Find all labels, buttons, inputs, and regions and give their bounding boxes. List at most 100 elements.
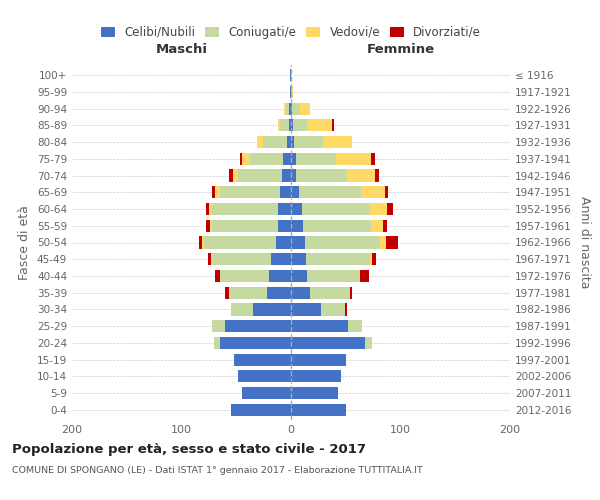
Bar [283,152,291,165]
Bar [215,186,220,198]
Bar [271,253,291,266]
Bar [215,270,220,282]
Text: Popolazione per età, sesso e stato civile - 2017: Popolazione per età, sesso e stato civil… [12,442,366,456]
Bar [290,86,291,98]
Bar [323,136,352,148]
Bar [383,220,388,232]
Bar [296,170,347,181]
Bar [350,286,352,299]
Text: Maschi: Maschi [155,43,208,56]
Bar [344,304,347,316]
Bar [242,387,291,399]
Bar [320,304,344,316]
Bar [257,136,263,148]
Bar [291,236,305,248]
Bar [291,404,346,416]
Bar [212,220,278,232]
Bar [291,203,302,215]
Bar [239,152,242,165]
Bar [376,170,379,181]
Bar [211,253,271,266]
Bar [290,69,291,81]
Bar [233,170,238,181]
Bar [300,102,310,115]
Bar [234,354,291,366]
Bar [220,337,291,349]
Bar [278,120,280,132]
Bar [371,152,376,165]
Bar [263,136,287,148]
Bar [238,170,282,181]
Bar [291,320,348,332]
Bar [226,286,229,299]
Bar [291,86,292,98]
Bar [307,253,370,266]
Legend: Celibi/Nubili, Coniugati/e, Vedovi/e, Divorziati/e: Celibi/Nubili, Coniugati/e, Vedovi/e, Di… [96,21,486,44]
Bar [253,304,291,316]
Bar [380,236,386,248]
Bar [267,286,291,299]
Bar [284,102,286,115]
Bar [202,236,205,248]
Bar [206,203,209,215]
Bar [294,136,323,148]
Bar [307,270,360,282]
Bar [360,270,369,282]
Bar [291,170,296,181]
Bar [287,136,291,148]
Bar [238,370,291,382]
Bar [275,236,291,248]
Bar [220,270,269,282]
Bar [242,152,250,165]
Y-axis label: Anni di nascita: Anni di nascita [578,196,591,289]
Bar [291,253,307,266]
Bar [292,102,300,115]
Bar [291,387,338,399]
Bar [282,170,291,181]
Bar [212,203,278,215]
Bar [286,102,289,115]
Bar [303,220,371,232]
Bar [231,404,291,416]
Bar [278,203,291,215]
Bar [291,286,310,299]
Bar [347,170,376,181]
Bar [385,186,388,198]
Bar [388,203,393,215]
Bar [250,152,283,165]
Bar [199,236,202,248]
Bar [205,236,275,248]
Bar [370,203,388,215]
Bar [371,220,383,232]
Bar [310,286,350,299]
Bar [220,186,280,198]
Bar [280,186,291,198]
Text: Femmine: Femmine [367,43,434,56]
Bar [226,320,291,332]
Bar [348,320,362,332]
Bar [305,236,380,248]
Bar [212,186,215,198]
Bar [291,370,341,382]
Bar [291,152,296,165]
Text: COMUNE DI SPONGANO (LE) - Dati ISTAT 1° gennaio 2017 - Elaborazione TUTTITALIA.I: COMUNE DI SPONGANO (LE) - Dati ISTAT 1° … [12,466,423,475]
Bar [206,220,210,232]
Bar [291,136,294,148]
Bar [229,170,233,181]
Bar [293,120,307,132]
Bar [231,304,253,316]
Bar [269,270,291,282]
Bar [291,102,292,115]
Bar [278,220,291,232]
Bar [370,253,372,266]
Bar [299,186,361,198]
Bar [291,270,307,282]
Bar [292,86,293,98]
Bar [365,337,372,349]
Bar [289,120,291,132]
Y-axis label: Fasce di età: Fasce di età [19,205,31,280]
Bar [386,236,398,248]
Bar [361,186,385,198]
Bar [302,203,370,215]
Bar [212,320,226,332]
